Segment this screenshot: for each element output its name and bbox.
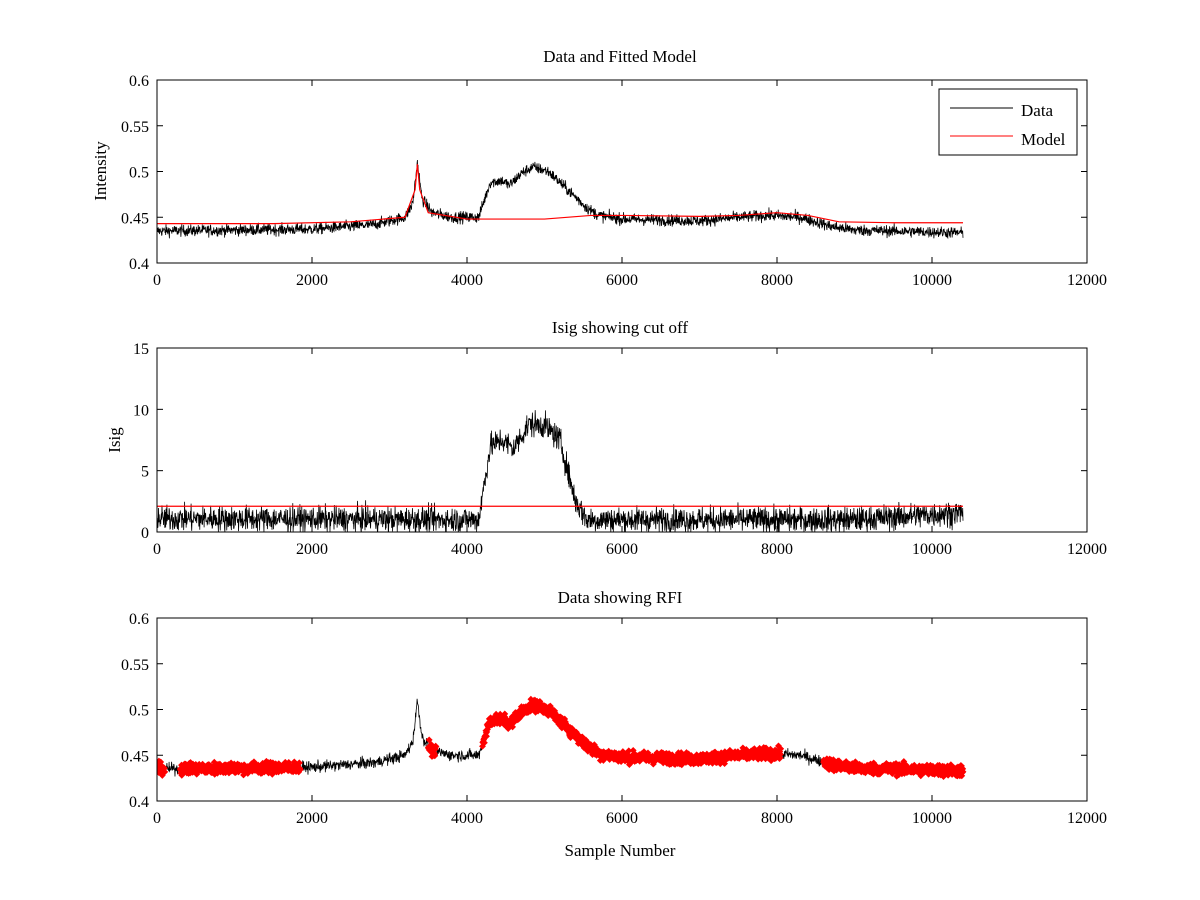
x-tick-label: 2000 xyxy=(296,272,328,289)
x-tick-label: 0 xyxy=(153,541,161,558)
x-tick-label: 0 xyxy=(153,810,161,827)
x-tick-label: 8000 xyxy=(761,810,793,827)
series-line-data xyxy=(157,410,964,532)
y-tick-label: 0.6 xyxy=(129,611,149,628)
series-layer xyxy=(157,159,964,240)
x-tick-label: 4000 xyxy=(451,810,483,827)
x-tick-label: 12000 xyxy=(1067,272,1107,289)
x-tick-label: 12000 xyxy=(1067,541,1107,558)
panel-data-showing-rfi: 0 2000 4000 6000 8000 10000 12000 0.4 0.45 0.5 0.5… xyxy=(121,588,1107,860)
series-line-data xyxy=(157,159,964,240)
y-tick-label: 10 xyxy=(133,402,149,419)
chart-title: Data showing RFI xyxy=(558,588,683,607)
axes-layer: 0 2000 4000 6000 8000 10000 12000 0.4 0.45 0.5 0.5… xyxy=(121,73,1107,289)
x-tick-label: 8000 xyxy=(761,272,793,289)
y-tick-label: 0.5 xyxy=(129,703,149,720)
x-tick-label: 4000 xyxy=(451,272,483,289)
x-tick-label: 6000 xyxy=(606,272,638,289)
panel-isig-showing-cut-off: 0 2000 4000 6000 8000 10000 12000 0 5 10 15 Isig s… xyxy=(105,318,1107,558)
y-tick-label: 0.4 xyxy=(129,256,149,273)
chart-title: Isig showing cut off xyxy=(552,318,688,337)
axes-frame xyxy=(156,79,1088,264)
y-tick-label: 0.4 xyxy=(129,794,149,811)
y-tick-label: 0.55 xyxy=(121,657,149,674)
x-tick-label: 10000 xyxy=(912,272,952,289)
panel-data-and-fitted-model: 0 2000 4000 6000 8000 10000 12000 0.4 0.45 0.5 0.5… xyxy=(91,47,1107,289)
axes-layer: 0 2000 4000 6000 8000 10000 12000 0.4 0.45 0.5 0.5… xyxy=(121,611,1107,827)
y-tick-label: 0.6 xyxy=(129,73,149,90)
rfi-diamond-markers xyxy=(157,695,967,781)
x-tick-label: 8000 xyxy=(761,541,793,558)
y-axis-label: Intensity xyxy=(91,141,110,201)
legend: Data Model xyxy=(938,88,1078,156)
y-axis-label: Isig xyxy=(105,427,124,453)
legend-label-model: Model xyxy=(1021,130,1066,149)
x-tick-label: 10000 xyxy=(912,541,952,558)
y-tick-label: 5 xyxy=(141,464,149,481)
y-tick-label: 0.45 xyxy=(121,210,149,227)
legend-label-data: Data xyxy=(1021,101,1054,120)
series-layer xyxy=(157,695,967,781)
x-tick-label: 12000 xyxy=(1067,810,1107,827)
plot-area xyxy=(156,347,1088,533)
axes-frame xyxy=(156,617,1088,802)
rfi-markers xyxy=(157,695,967,781)
axes-layer: 0 2000 4000 6000 8000 10000 12000 0 5 10 15 xyxy=(133,341,1107,558)
x-axis-label: Sample Number xyxy=(565,841,676,860)
x-tick-label: 0 xyxy=(153,272,161,289)
x-tick-label: 10000 xyxy=(912,810,952,827)
x-tick-label: 6000 xyxy=(606,810,638,827)
x-tick-label: 6000 xyxy=(606,541,638,558)
axes-frame xyxy=(156,347,1088,533)
series-layer xyxy=(157,410,964,532)
chart-title: Data and Fitted Model xyxy=(543,47,697,66)
x-tick-label: 2000 xyxy=(296,541,328,558)
y-tick-label: 0 xyxy=(141,525,149,542)
x-tick-label: 2000 xyxy=(296,810,328,827)
series-line-model xyxy=(157,164,963,225)
legend-box xyxy=(938,88,1078,156)
y-tick-label: 15 xyxy=(133,341,149,358)
y-tick-label: 0.55 xyxy=(121,119,149,136)
x-tick-label: 4000 xyxy=(451,541,483,558)
y-tick-label: 0.45 xyxy=(121,748,149,765)
y-tick-label: 0.5 xyxy=(129,165,149,182)
